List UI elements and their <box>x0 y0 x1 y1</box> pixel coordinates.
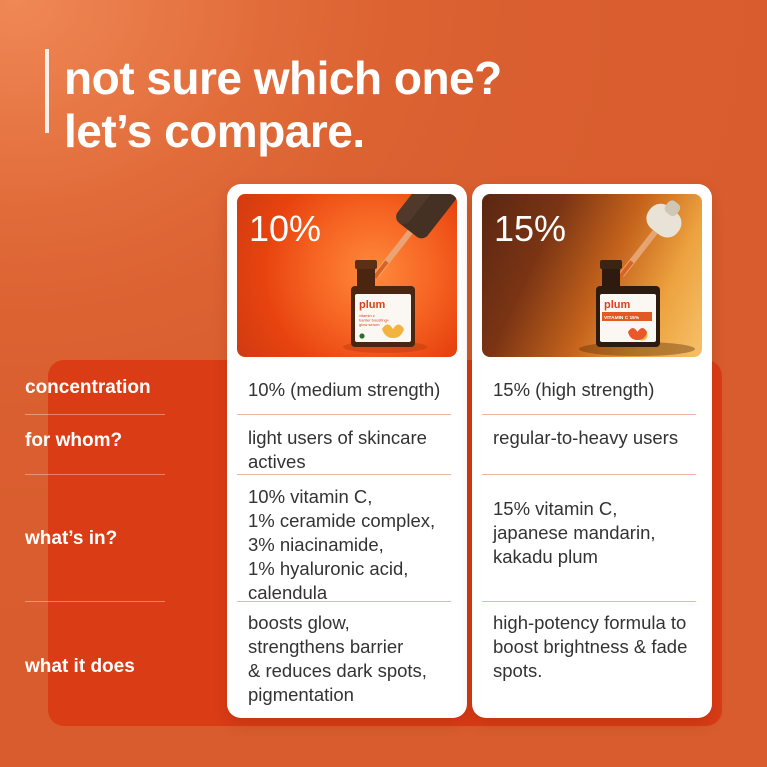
svg-text:glow serum: glow serum <box>359 322 380 327</box>
svg-text:plum: plum <box>359 299 385 311</box>
svg-text:plum: plum <box>604 299 630 311</box>
svg-text:VITAMIN C 15%: VITAMIN C 15% <box>604 315 640 321</box>
